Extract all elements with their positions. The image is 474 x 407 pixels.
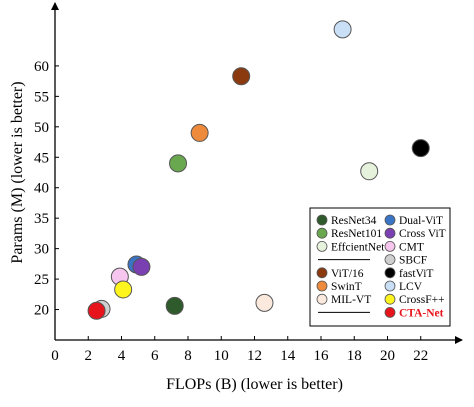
legend-marker-effcientnet (316, 240, 328, 252)
y-tick-label: 60 (34, 59, 49, 75)
legend-label-cta-net: CTA-Net (399, 307, 444, 319)
legend-marker-vit-16 (316, 267, 328, 279)
legend-marker-cmt (384, 240, 396, 252)
data-points (87, 20, 430, 320)
legend-marker-resnet34 (316, 214, 328, 226)
legend-marker-swint (316, 280, 328, 292)
legend-marker-cross-vit (384, 227, 396, 239)
legend-marker-fastvit (384, 267, 396, 279)
x-tick-label: 12 (247, 348, 262, 364)
x-axis-ticks: 0 2 4 6 8 10 12 14 16 18 20 22 (51, 336, 428, 364)
y-tick-label: 30 (34, 242, 49, 258)
data-point-mil-vt (255, 293, 274, 312)
x-tick-label: 4 (118, 348, 126, 364)
legend-label-resnet34: ResNet34 (331, 215, 377, 227)
x-tick-label: 16 (314, 348, 330, 364)
legend-label-cross-vit: Cross ViT (399, 228, 446, 240)
legend-label-swint: SwinT (331, 281, 362, 293)
data-point-vit-16 (232, 67, 251, 86)
legend-marker-dual-vit (384, 214, 396, 226)
x-tick-label: 20 (380, 348, 395, 364)
y-tick-label: 50 (34, 120, 49, 136)
y-tick-label: 35 (34, 211, 49, 227)
y-axis-ticks: 20 25 30 35 40 45 50 55 60 (34, 59, 59, 319)
legend-label-mil-vt: MIL-VT (331, 294, 371, 306)
legend-marker-mil-vt (316, 293, 328, 305)
data-point-lcv (333, 20, 352, 39)
x-tick-label: 22 (413, 348, 428, 364)
x-tick-label: 10 (214, 348, 229, 364)
legend-marker-sbcf (384, 254, 396, 266)
axes (51, 2, 463, 344)
x-tick-label: 6 (151, 348, 159, 364)
legend-marker-crossf (384, 293, 396, 305)
data-point-swint (190, 123, 209, 142)
x-tick-label: 18 (347, 348, 362, 364)
data-point-resnet101 (169, 154, 188, 173)
legend-marker-cta-net (384, 306, 396, 318)
data-point-resnet34 (165, 296, 184, 315)
y-tick-label: 55 (34, 89, 49, 105)
y-tick-label: 45 (34, 150, 49, 166)
legend-label-resnet101: ResNet101 (331, 228, 382, 240)
data-point-cta-net (87, 301, 106, 320)
legend-label-crossf: CrossF++ (399, 294, 445, 306)
legend-box (309, 207, 451, 327)
x-tick-label: 14 (280, 348, 296, 364)
legend-label-vit-16: ViT/16 (331, 268, 364, 280)
x-tick-label: 0 (51, 348, 59, 364)
y-axis-label: Params (M) (lower is better) (9, 81, 26, 263)
data-point-cross-vit (132, 257, 151, 276)
y-tick-label: 25 (34, 272, 49, 288)
data-point-crossf (114, 280, 133, 299)
data-point-fastvit (411, 139, 430, 158)
y-tick-label: 40 (34, 181, 49, 197)
legend-label-lcv: LCV (399, 281, 423, 293)
legend-label-fastvit: fastViT (399, 268, 433, 280)
legend-marker-resnet101 (316, 227, 328, 239)
x-tick-label: 2 (85, 348, 93, 364)
x-axis-label: FLOPs (B) (lower is better) (166, 376, 343, 393)
y-tick-label: 20 (34, 303, 49, 319)
data-point-effcientnet (360, 162, 379, 181)
legend-label-effcientnet: EffcientNet (331, 241, 385, 253)
legend-label-dual-vit: Dual-ViT (399, 215, 443, 227)
legend-marker-lcv (384, 280, 396, 292)
x-tick-label: 8 (184, 348, 192, 364)
legend-label-cmt: CMT (399, 241, 424, 253)
legend-label-sbcf: SBCF (399, 255, 427, 267)
